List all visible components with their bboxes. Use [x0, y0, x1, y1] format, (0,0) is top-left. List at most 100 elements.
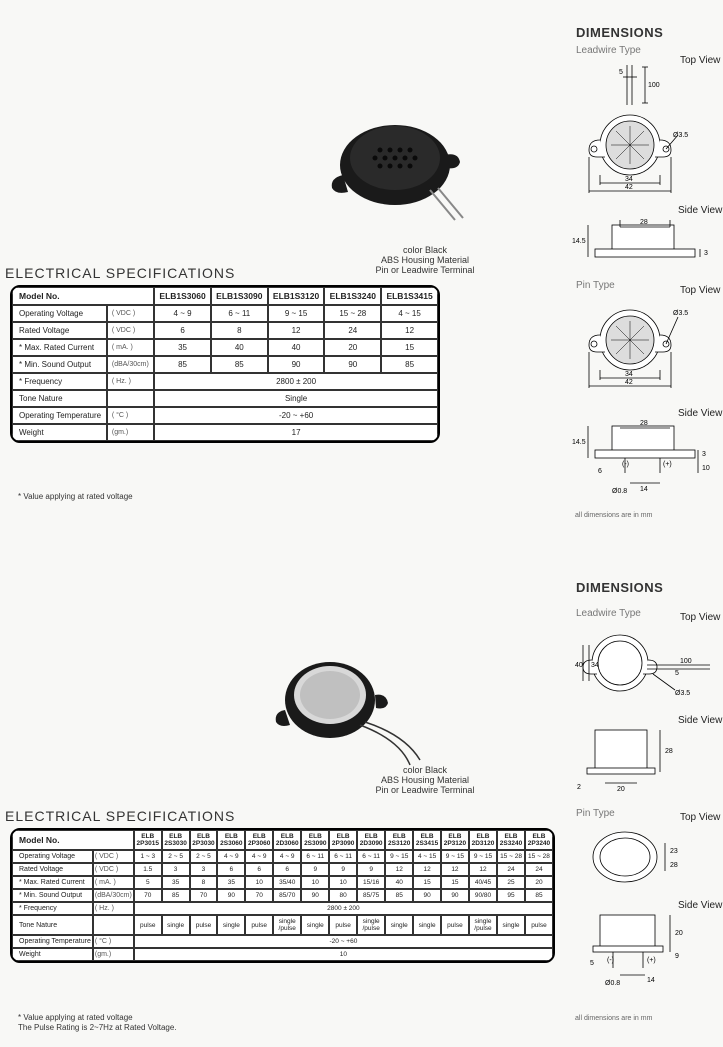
- cell-span: 10: [134, 948, 553, 961]
- row-label: * Min. Sound Output: [12, 889, 93, 902]
- col-header: ELB 2D3120: [469, 830, 497, 850]
- cell: 15 ~ 28: [525, 850, 553, 863]
- col-header: ELB1S3120: [268, 287, 325, 305]
- cell: single /pulse: [469, 915, 497, 935]
- caption-line1: color Black: [345, 245, 505, 255]
- row-unit: (dBA/30cm): [93, 889, 134, 902]
- row-label: * Frequency: [12, 902, 93, 915]
- product-caption: color Black ABS Housing Material Pin or …: [345, 245, 505, 275]
- col-header: ELB1S3090: [211, 287, 268, 305]
- tech-drawing-sideview-leadwire-2: 28 20 2: [575, 725, 705, 800]
- cell: pulse: [329, 915, 357, 935]
- svg-text:6: 6: [598, 468, 602, 475]
- cell: 2 ~ 5: [162, 850, 190, 863]
- cell: 70: [134, 889, 162, 902]
- cell: 90: [217, 889, 245, 902]
- svg-text:23: 23: [670, 848, 678, 855]
- topview-label-4: Top View: [680, 812, 720, 823]
- table-row: * Frequency( Hz. )2800 ± 200: [12, 902, 553, 915]
- svg-text:9: 9: [675, 953, 679, 960]
- pin-type-label-2: Pin Type: [576, 808, 615, 819]
- row-label: Rated Voltage: [12, 863, 93, 876]
- svg-text:2: 2: [577, 784, 581, 791]
- cell: 9 ~ 15: [441, 850, 469, 863]
- svg-text:Ø3.5: Ø3.5: [675, 690, 690, 697]
- cell: pulse: [134, 915, 162, 935]
- cell: 10: [245, 876, 273, 889]
- tech-drawing-sideview-leadwire: 28 14.5 3: [570, 215, 720, 275]
- cell: 70: [190, 889, 218, 902]
- tech-drawing-topview-leadwire-2: 5 100 40 34 Ø3.5: [575, 625, 720, 710]
- svg-text:3: 3: [702, 451, 706, 458]
- cell: 90: [268, 356, 325, 373]
- footnote: * Value applying at rated voltage: [18, 492, 133, 501]
- svg-text:42: 42: [625, 184, 633, 191]
- cell: 25: [497, 876, 525, 889]
- product-photo-1: [310, 80, 490, 242]
- pin-type-label: Pin Type: [576, 280, 615, 291]
- caption-line3: Pin or Leadwire Terminal: [345, 265, 505, 275]
- dim-footnote-2: all dimensions are in mm: [575, 1015, 652, 1022]
- cell: 90: [324, 356, 381, 373]
- col-header: ELB 2P3015: [134, 830, 162, 850]
- product-photo-2: [260, 640, 460, 772]
- table-row: Tone Nature Single: [12, 390, 438, 407]
- row-label: * Frequency: [12, 373, 107, 390]
- svg-text:100: 100: [648, 82, 660, 89]
- dimensions-heading-2: DIMENSIONS: [576, 580, 663, 595]
- table-row: Operating Temperature( °C )-20 ~ +60: [12, 935, 553, 948]
- cell: 85/75: [357, 889, 385, 902]
- cell: 15: [441, 876, 469, 889]
- svg-text:5: 5: [619, 69, 623, 76]
- row-unit: ( VDC ): [93, 850, 134, 863]
- cell-span: 2800 ± 200: [134, 902, 553, 915]
- cell: 5: [134, 876, 162, 889]
- cell: 35: [154, 339, 211, 356]
- cell-span: -20 ~ +60: [154, 407, 438, 424]
- cell: single: [413, 915, 441, 935]
- tech-drawing-sideview-pin-2: (-) (+) 20 9 5 Ø0.8 14: [575, 910, 715, 1005]
- caption-line1: color Black: [345, 765, 505, 775]
- tech-drawing-topview-pin-2: 23 28: [580, 825, 700, 895]
- topview-label-3: Top View: [680, 612, 720, 623]
- row-unit: [93, 915, 134, 935]
- cell: single /pulse: [273, 915, 301, 935]
- datasheet-section-2: DIMENSIONS Leadwire Type Top View 5 100 …: [0, 550, 723, 1047]
- svg-text:Ø0.8: Ø0.8: [605, 980, 620, 987]
- cell: 10: [329, 876, 357, 889]
- model-no-header: Model No.: [12, 830, 134, 850]
- model-no-header: Model No.: [12, 287, 154, 305]
- tech-drawing-topview-leadwire: 5 100 Ø3.5 34 42: [575, 65, 720, 195]
- svg-text:34: 34: [625, 371, 633, 378]
- cell: 6 ~ 11: [211, 305, 268, 322]
- col-header: ELB 2P3030: [190, 830, 218, 850]
- col-header: ELB1S3060: [154, 287, 211, 305]
- row-label: Operating Voltage: [12, 850, 93, 863]
- svg-text:10: 10: [702, 465, 710, 472]
- row-label: Weight: [12, 424, 107, 441]
- cell: 90/80: [469, 889, 497, 902]
- cell: 35/40: [273, 876, 301, 889]
- svg-text:(-): (-): [622, 461, 629, 468]
- row-unit: (dBA/30cm): [107, 356, 154, 373]
- cell: 95: [497, 889, 525, 902]
- table-row: Operating Voltage ( VDC ) 4 ~ 9 6 ~ 11 9…: [12, 305, 438, 322]
- cell: 6: [245, 863, 273, 876]
- col-header: ELB 2S3415: [413, 830, 441, 850]
- table-header-row: Model No. ELB 2P3015 ELB 2S3030 ELB 2P30…: [12, 830, 553, 850]
- svg-text:28: 28: [640, 420, 648, 427]
- row-unit: ( mA. ): [107, 339, 154, 356]
- table-row: Tone Naturepulsesinglepulsesinglepulsesi…: [12, 915, 553, 935]
- svg-text:14.5: 14.5: [572, 238, 586, 245]
- row-label: * Min. Sound Output: [12, 356, 107, 373]
- spec-table-1: Model No. ELB1S3060 ELB1S3090 ELB1S3120 …: [10, 285, 440, 443]
- cell: 9: [357, 863, 385, 876]
- row-unit: ( °C ): [93, 935, 134, 948]
- table-row: Weight(gm.)10: [12, 948, 553, 961]
- cell: 6: [217, 863, 245, 876]
- cell: 6: [273, 863, 301, 876]
- col-header: ELB 2S3090: [301, 830, 329, 850]
- cell: pulse: [190, 915, 218, 935]
- cell: 9 ~ 15: [469, 850, 497, 863]
- table-row: * Min. Sound Output (dBA/30cm) 85 85 90 …: [12, 356, 438, 373]
